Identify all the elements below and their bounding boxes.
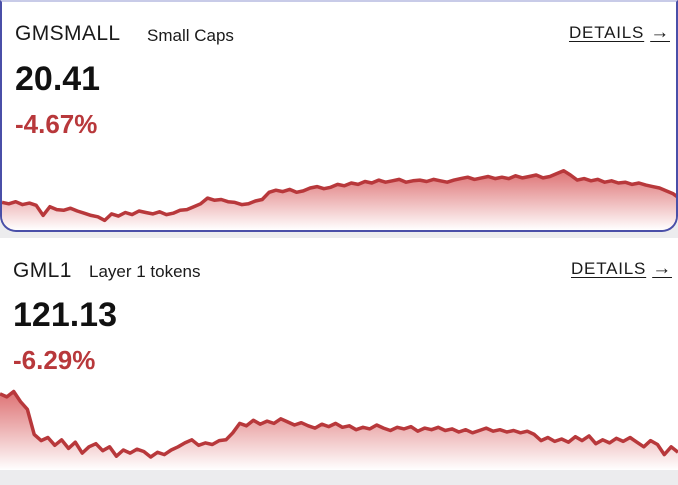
- price-change: -6.29%: [13, 345, 96, 375]
- price-value: 20.41: [15, 60, 101, 98]
- sparkline-line: [0, 389, 678, 459]
- ticker-symbol: GMSMALL: [15, 22, 121, 45]
- sparkline-chart: [0, 389, 678, 470]
- index-subtitle: Small Caps: [147, 26, 234, 45]
- details-label: DETAILS: [568, 23, 645, 42]
- sparkline-line: [2, 168, 676, 223]
- price-change: -4.67%: [15, 109, 98, 139]
- ticker-symbol: GML1: [13, 259, 72, 282]
- sparkline-chart: [2, 168, 676, 230]
- arrow-right-icon: →: [652, 258, 672, 279]
- index-subtitle: Layer 1 tokens: [89, 262, 201, 281]
- details-link[interactable]: DETAILS →: [571, 258, 672, 280]
- sparkline-area: [0, 391, 678, 470]
- details-link[interactable]: DETAILS →: [569, 22, 670, 44]
- price-value: 121.13: [13, 296, 117, 334]
- index-card-gmsmall[interactable]: GMSMALL Small Caps DETAILS → 20.41 -4.67…: [0, 0, 678, 232]
- index-card-gml1[interactable]: GML1 Layer 1 tokens DETAILS → 121.13 -6.…: [0, 238, 678, 470]
- arrow-right-icon: →: [650, 22, 670, 43]
- details-label: DETAILS: [570, 259, 647, 278]
